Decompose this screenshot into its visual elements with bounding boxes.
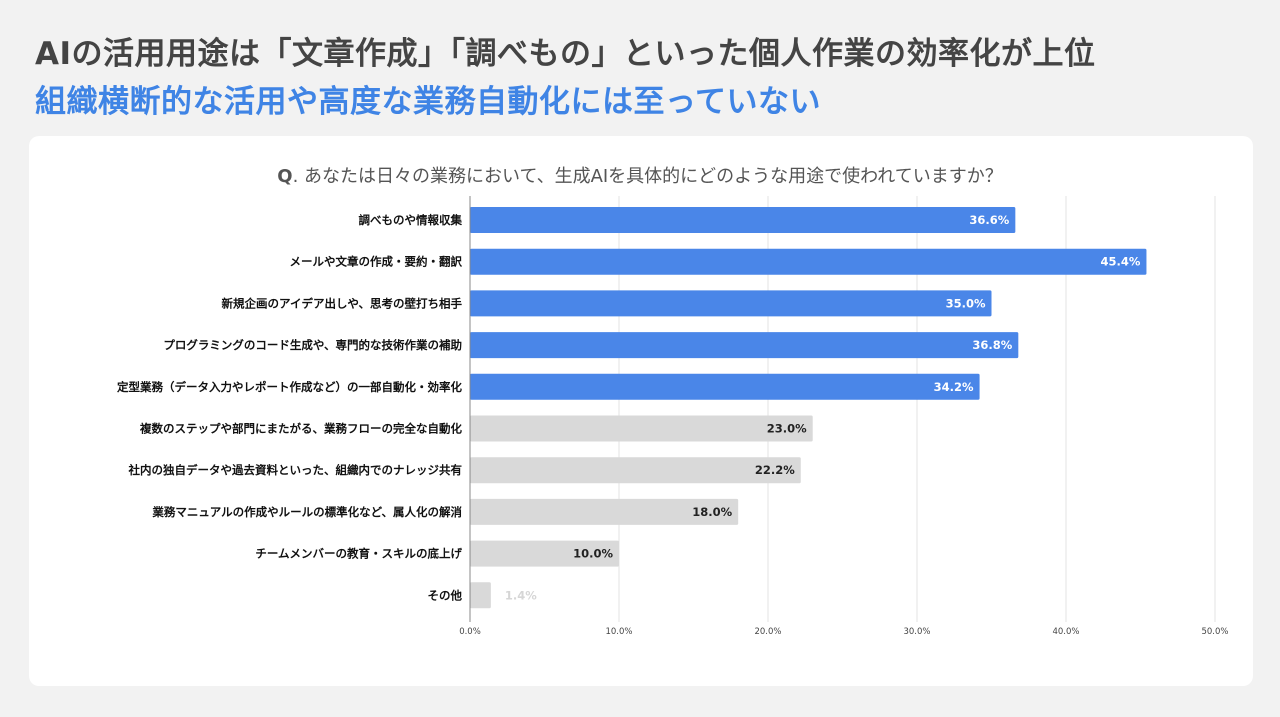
bar-highlighted [470,373,980,400]
bar [470,457,801,484]
category-label: 調べものや情報収集 [359,213,463,227]
chart-title: Q. あなたは日々の業務において、生成AIを具体的にどのような用途で使われていま… [0,162,1280,188]
category-label: 定型業務（データ入力やレポート作成など）の一部自動化・効率化 [117,380,462,394]
category-label: チームメンバーの教育・スキルの底上げ [255,547,462,561]
question-prefix: Q [277,166,293,187]
headline: AIの活用用途は「文章作成」「調べもの」といった個人作業の効率化が上位 [35,36,1096,72]
category-label: その他 [428,588,463,602]
x-tick-label: 30.0% [903,627,930,637]
value-label: 18.0% [692,505,732,519]
category-label: メールや文章の作成・要約・翻訳 [290,255,463,269]
bar-highlighted [470,207,1016,233]
value-label: 34.2% [934,380,974,394]
bars [470,207,1147,609]
value-label: 22.2% [755,463,795,477]
category-label: 業務マニュアルの作成やルールの標準化など、属人化の解消 [151,505,462,519]
value-label: 35.0% [946,296,986,310]
x-tick-label: 0.0% [459,627,481,637]
value-label: 45.4% [1101,255,1141,269]
bar-highlighted [470,332,1019,359]
category-labels: 調べものや情報収集メールや文章の作成・要約・翻訳新規企画のアイデア出しや、思考の… [117,213,462,602]
value-labels: 36.6% 45.4% 35.0% 36.8% 34.2% 23.0% 22.2% 18.0%… [505,213,1141,602]
bar [470,540,619,567]
x-tick-label: 20.0% [754,627,781,637]
value-label: 1.4% [505,588,537,602]
x-tick-label: 10.0% [605,627,632,637]
bar-highlighted [470,248,1147,275]
x-tick-labels: 0.0% 10.0% 20.0% 30.0% 40.0% 50.0% [459,627,1228,637]
bar [470,415,813,442]
value-label: 10.0% [573,547,613,561]
category-label: 社内の独自データや過去資料といった、組織内でのナレッジ共有 [128,463,463,477]
value-label: 23.0% [767,422,807,436]
x-tick-label: 50.0% [1201,627,1228,637]
value-label: 36.6% [969,213,1009,227]
bar-highlighted [470,290,992,317]
category-label: 複数のステップや部門にまたがる、業務フローの完全な自動化 [139,422,462,436]
x-tick-label: 40.0% [1052,627,1079,637]
subheadline: 組織横断的な活用や高度な業務自動化には至っていない [35,84,821,120]
value-label: 36.8% [972,338,1012,352]
category-label: プログラミングのコード生成や、専門的な技術作業の補助 [163,338,462,352]
category-label: 新規企画のアイデア出しや、思考の壁打ち相手 [222,296,463,310]
question-text: . あなたは日々の業務において、生成AIを具体的にどのような用途で使われています… [292,166,1003,187]
bar [470,582,491,609]
bar [470,498,739,525]
